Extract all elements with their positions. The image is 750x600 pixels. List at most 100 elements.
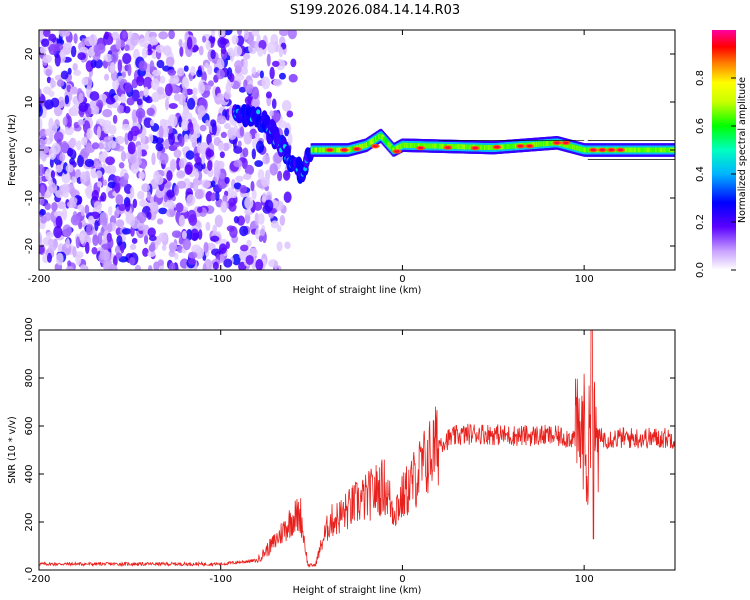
- noise-blob: [153, 261, 160, 270]
- noise-blob: [171, 86, 181, 94]
- noise-blob: [264, 199, 274, 212]
- noise-blob: [108, 124, 117, 135]
- noise-blob: [108, 140, 117, 149]
- peak-core: [327, 148, 333, 152]
- snr-y-tick-label: 800: [24, 368, 35, 387]
- noise-blob: [138, 60, 148, 72]
- noise-blob: [92, 234, 99, 246]
- noise-blob: [242, 53, 251, 60]
- noise-blob: [147, 250, 156, 258]
- noise-blob: [147, 227, 156, 238]
- noise-blob: [55, 164, 63, 173]
- noise-blob: [245, 254, 254, 265]
- noise-blob: [177, 93, 186, 106]
- noise-blob: [231, 191, 238, 198]
- noise-blob: [168, 262, 176, 270]
- noise-blob: [207, 65, 213, 76]
- noise-blob: [137, 111, 143, 125]
- noise-blob: [198, 45, 204, 56]
- noise-blob: [223, 258, 233, 268]
- noise-blob: [188, 251, 198, 259]
- peak-core: [354, 147, 360, 151]
- noise-blob: [62, 224, 72, 238]
- spectrogram-y-tick-label: -10: [24, 190, 35, 206]
- noise-blob: [53, 225, 63, 239]
- noise-blob: [192, 87, 198, 96]
- noise-blob: [210, 119, 217, 128]
- noise-blob: [228, 73, 235, 83]
- noise-blob: [65, 238, 70, 249]
- noise-blob: [290, 58, 297, 68]
- noise-blob: [132, 198, 138, 209]
- noise-blob: [238, 86, 247, 93]
- noise-blob: [115, 194, 124, 206]
- noise-blob: [141, 47, 148, 59]
- noise-blob: [104, 31, 109, 40]
- noise-blob: [210, 235, 220, 242]
- noise-blob: [166, 208, 176, 218]
- noise-blob: [39, 234, 42, 248]
- noise-blob: [102, 259, 113, 270]
- noise-blob: [158, 207, 168, 215]
- noise-blob: [54, 74, 63, 81]
- colorbar: 0.0 0.2 0.4 0.6 0.8 Normalized spectral ampl…: [695, 30, 748, 278]
- noise-blob: [73, 33, 78, 44]
- noise-blob: [127, 63, 132, 77]
- colorbar-tick-label: 0.2: [695, 214, 706, 230]
- noise-blob: [217, 30, 226, 37]
- noise-blob: [187, 258, 197, 265]
- noise-blob: [183, 133, 189, 143]
- spectrogram-x-tick-label: -100: [209, 274, 232, 285]
- noise-blob: [123, 172, 129, 181]
- spectrogram-y-tick-label: 10: [24, 96, 35, 109]
- noise-blob: [204, 62, 209, 69]
- noise-blob: [244, 164, 255, 176]
- noise-blob: [220, 46, 227, 55]
- noise-blob: [269, 66, 275, 80]
- noise-blob: [122, 53, 132, 65]
- noise-blob: [255, 140, 265, 154]
- noise-blob: [168, 102, 178, 110]
- noise-blob: [67, 147, 74, 157]
- noise-blob: [233, 215, 240, 224]
- noise-blob: [205, 221, 211, 232]
- noise-blob: [167, 69, 177, 76]
- noise-blob: [66, 115, 72, 128]
- noise-blob: [109, 62, 116, 74]
- noise-blob: [98, 142, 104, 150]
- peak-core: [554, 141, 560, 144]
- noise-blob: [227, 47, 234, 57]
- noise-blob: [155, 44, 165, 54]
- noise-blob: [254, 132, 261, 140]
- spectrogram-y-tick-label: 20: [24, 48, 35, 61]
- noise-blob: [287, 30, 297, 40]
- noise-blob: [77, 195, 83, 205]
- noise-blob: [78, 102, 89, 113]
- noise-blob: [146, 211, 152, 220]
- noise-blob: [67, 67, 72, 75]
- noise-blob: [188, 214, 198, 226]
- noise-blob: [142, 247, 149, 257]
- noise-blob: [103, 53, 114, 62]
- noise-blob: [143, 117, 153, 128]
- peak-core: [394, 150, 400, 153]
- noise-blob: [189, 127, 194, 135]
- noise-blob: [168, 242, 178, 252]
- peak-core: [563, 141, 569, 144]
- noise-blob: [244, 196, 254, 210]
- noise-blob: [113, 175, 121, 182]
- noise-blob: [102, 109, 113, 118]
- noise-blob: [70, 45, 77, 58]
- noise-blob: [87, 215, 95, 224]
- noise-blob: [243, 131, 253, 145]
- noise-blob: [124, 44, 130, 52]
- noise-blob: [244, 30, 249, 40]
- noise-blob: [39, 209, 46, 216]
- noise-blob: [231, 253, 241, 266]
- noise-blob: [214, 191, 220, 202]
- noise-blob: [178, 214, 186, 227]
- noise-blob: [86, 224, 92, 236]
- noise-blob: [49, 157, 54, 168]
